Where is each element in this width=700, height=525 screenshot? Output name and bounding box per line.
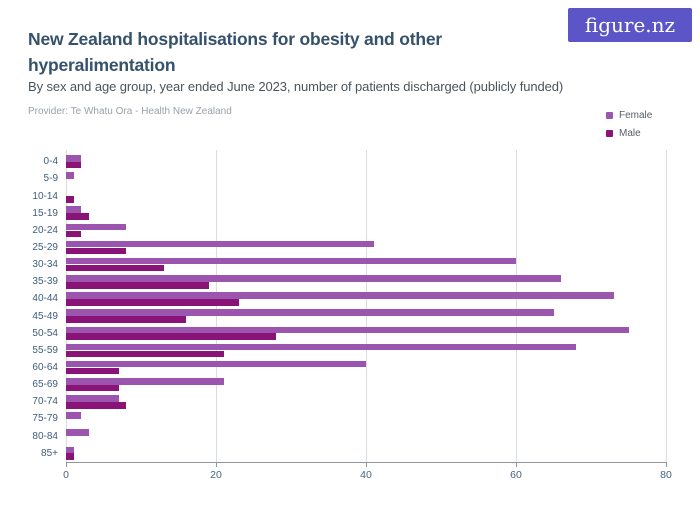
gridline-60 (516, 150, 517, 462)
y-axis-label-10-14: 10-14 (32, 190, 58, 202)
bar-female-45-49 (66, 309, 554, 316)
gridline-40 (366, 150, 367, 462)
bar-male-25-29 (66, 247, 126, 255)
bar-female-25-29 (66, 240, 374, 248)
bar-female-85+ (66, 446, 74, 454)
title-line-1: New Zealand hospitalisations for obesity… (28, 29, 442, 49)
bar-male-70-74 (66, 402, 126, 409)
bar-male-65-69 (66, 384, 119, 392)
y-axis-label-80-84: 80-84 (32, 430, 58, 442)
title-line-2: hyperalimentation (28, 55, 176, 75)
y-axis-label-85+: 85+ (41, 447, 58, 459)
bar-female-80-84 (66, 429, 89, 436)
y-axis-label-45-49: 45-49 (32, 310, 58, 322)
x-tick-label-80: 80 (660, 469, 672, 481)
y-axis-label-5-9: 5-9 (43, 173, 58, 185)
bar-male-10-14 (66, 196, 74, 203)
y-axis-label-30-34: 30-34 (32, 259, 58, 271)
legend-label-female: Female (619, 110, 653, 121)
x-tick-80 (666, 462, 667, 467)
bar-female-20-24 (66, 223, 126, 231)
bar-male-50-54 (66, 333, 276, 340)
legend-item-male: Male (606, 128, 652, 139)
bar-female-15-19 (66, 206, 81, 214)
bar-female-75-79 (66, 412, 81, 419)
y-axis-label-50-54: 50-54 (32, 327, 58, 339)
bar-male-15-19 (66, 213, 89, 220)
x-tick-label-40: 40 (360, 469, 372, 481)
bar-female-55-59 (66, 343, 576, 351)
y-axis-label-35-39: 35-39 (32, 276, 58, 288)
female-swatch-icon (606, 112, 613, 119)
bar-male-60-64 (66, 367, 119, 375)
provider-credit: Provider: Te Whatu Ora - Health New Zeal… (28, 106, 232, 117)
y-axis-label-25-29: 25-29 (32, 241, 58, 253)
x-tick-60 (516, 462, 517, 467)
chart-subtitle: By sex and age group, year ended June 20… (28, 79, 564, 94)
legend: Female Male (606, 110, 652, 139)
bar-female-70-74 (66, 395, 119, 402)
x-tick-0 (66, 462, 67, 467)
bar-female-30-34 (66, 257, 516, 265)
x-tick-label-60: 60 (510, 469, 522, 481)
x-axis-line (66, 462, 667, 463)
x-tick-40 (366, 462, 367, 467)
bar-male-20-24 (66, 230, 81, 238)
gridline-20 (216, 150, 217, 462)
bar-male-45-49 (66, 316, 186, 323)
bar-male-30-34 (66, 264, 164, 272)
y-axis-label-75-79: 75-79 (32, 413, 58, 425)
bar-male-35-39 (66, 281, 209, 289)
legend-item-female: Female (606, 110, 652, 121)
bar-female-5-9 (66, 172, 74, 179)
page-title: New Zealand hospitalisations for obesity… (28, 26, 442, 78)
y-axis-label-15-19: 15-19 (32, 207, 58, 219)
y-axis-label-20-24: 20-24 (32, 224, 58, 236)
bar-male-85+ (66, 453, 74, 461)
y-axis-label-40-44: 40-44 (32, 293, 58, 305)
bar-male-40-44 (66, 299, 239, 306)
bar-female-60-64 (66, 360, 366, 368)
y-axis-label-70-74: 70-74 (32, 396, 58, 408)
gridline-0 (66, 150, 67, 462)
figurenz-logo[interactable]: figure.nz (568, 8, 692, 42)
y-axis-label-0-4: 0-4 (43, 156, 58, 168)
legend-label-male: Male (619, 128, 641, 139)
bar-female-40-44 (66, 292, 614, 299)
y-axis-label-55-59: 55-59 (32, 344, 58, 356)
bar-female-65-69 (66, 377, 224, 385)
x-tick-label-20: 20 (210, 469, 222, 481)
bar-male-55-59 (66, 350, 224, 358)
male-swatch-icon (606, 130, 613, 137)
x-tick-20 (216, 462, 217, 467)
bar-male-0-4 (66, 161, 81, 169)
y-axis-label-65-69: 65-69 (32, 379, 58, 391)
y-axis-label-60-64: 60-64 (32, 362, 58, 373)
gridline-80 (666, 150, 667, 462)
bar-female-50-54 (66, 326, 629, 334)
bar-female-0-4 (66, 155, 81, 162)
x-tick-label-0: 0 (63, 469, 69, 481)
bar-female-35-39 (66, 275, 561, 282)
